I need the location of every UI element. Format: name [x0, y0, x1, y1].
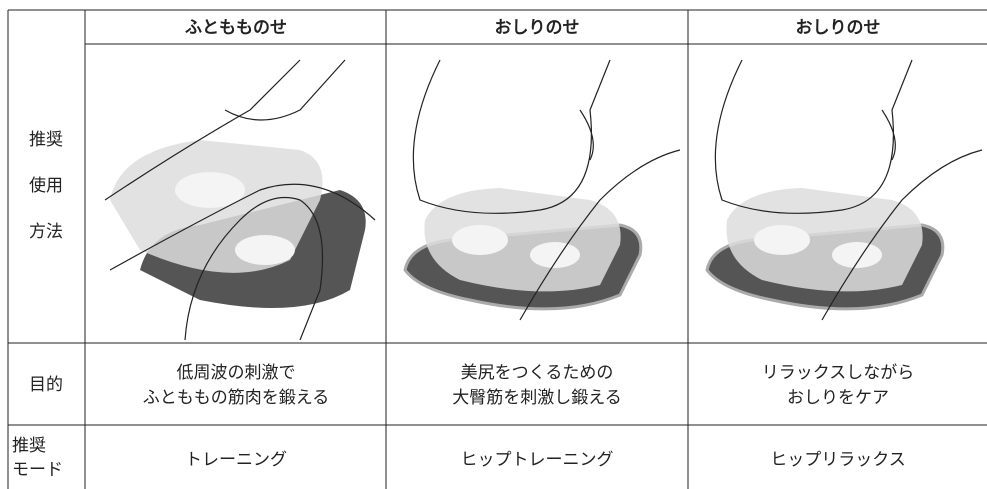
row-label: 使用: [29, 175, 63, 196]
column-header: おしりのせ: [796, 18, 881, 38]
cell-text: 大臀筋を刺激し鍛える: [452, 388, 622, 408]
row-label: モード: [12, 460, 63, 480]
row-label: 目的: [29, 375, 63, 395]
illustration-hip-1: [403, 59, 681, 321]
row-label: 推奨: [12, 436, 46, 456]
illustration-hip-2: [705, 59, 983, 321]
illustration-thigh: [104, 59, 376, 341]
cell-text: トレーニング: [185, 450, 287, 470]
cell-text: ヒップリラックス: [770, 450, 906, 470]
cell-text: ヒップトレーニング: [461, 450, 614, 470]
cell-text: ふとももの筋肉を鍛える: [143, 388, 330, 408]
cell-text: 低周波の刺激で: [177, 363, 296, 383]
table-grid: [7, 9, 987, 489]
column-header: おしりのせ: [495, 18, 580, 38]
cell-text: リラックスしながら: [762, 363, 915, 383]
column-header: ふともものせ: [185, 18, 287, 38]
row-label: 方法: [29, 222, 63, 242]
cell-text: 美尻をつくるための: [461, 363, 614, 383]
cell-text: おしりをケア: [787, 388, 889, 408]
row-label: 推奨: [29, 130, 63, 150]
